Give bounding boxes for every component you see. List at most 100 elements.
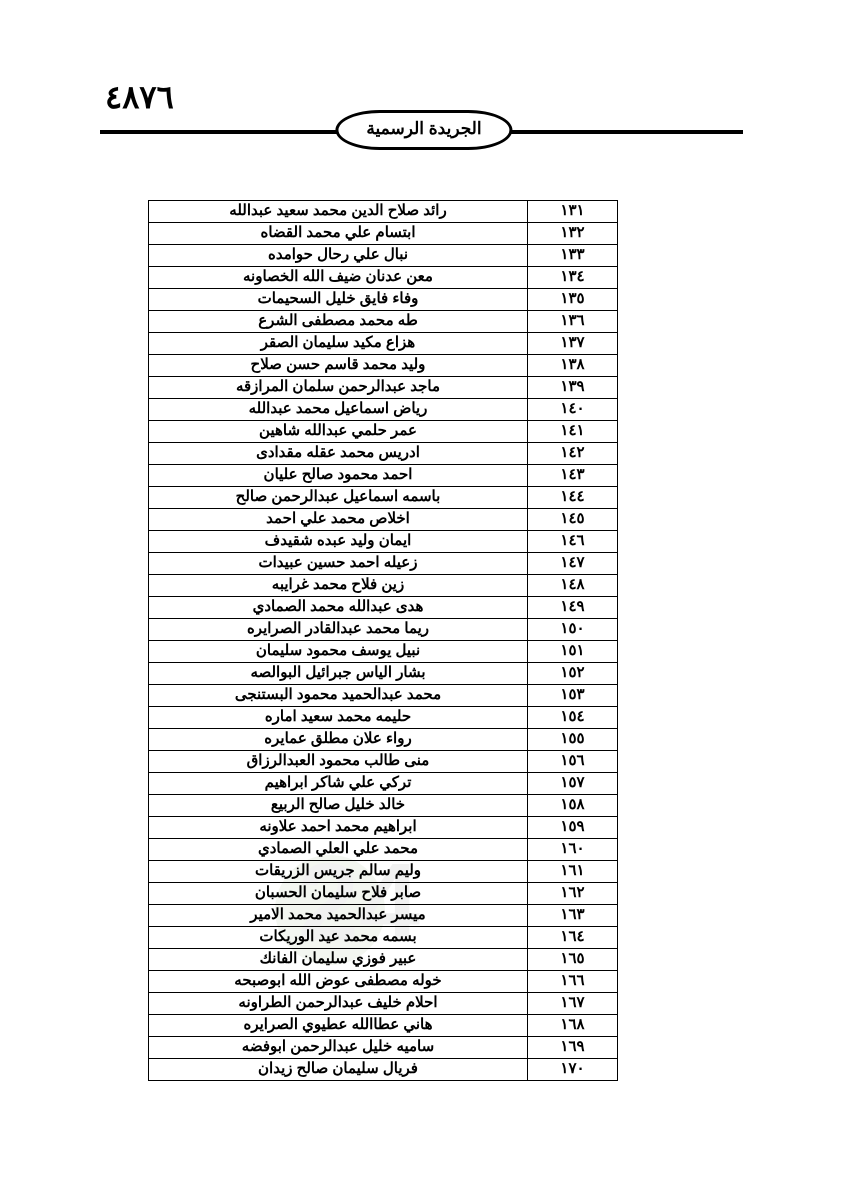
row-name: ابراهيم محمد احمد علاونه [149,817,528,839]
row-number: ١٤٥ [528,509,618,531]
table-row: ١٥٩ابراهيم محمد احمد علاونه [149,817,618,839]
table-row: ١٥١نبيل يوسف محمود سليمان [149,641,618,663]
row-name: طه محمد مصطفى الشرع [149,311,528,333]
table-row: ١٦١وليم سالم جريس الزريقات [149,861,618,883]
row-name: وليد محمد قاسم حسن صلاح [149,355,528,377]
table-row: ١٣٣نبال علي رحال حوامده [149,245,618,267]
row-name: زعيله احمد حسين عبيدات [149,553,528,575]
row-name: رياض اسماعيل محمد عبدالله [149,399,528,421]
table-row: ١٤٧زعيله احمد حسين عبيدات [149,553,618,575]
table-row: ١٦٤بسمه محمد عيد الوريكات [149,927,618,949]
table-row: ١٣٥وفاء فايق خليل السحيمات [149,289,618,311]
row-name: خوله مصطفى عوض الله ابوصبحه [149,971,528,993]
row-name: رواء علان مطلق عمايره [149,729,528,751]
row-number: ١٦٦ [528,971,618,993]
row-number: ١٣٨ [528,355,618,377]
row-number: ١٥٤ [528,707,618,729]
row-name: تركي علي شاكر ابراهيم [149,773,528,795]
row-name: ادريس محمد عقله مقدادى [149,443,528,465]
row-number: ١٦٨ [528,1015,618,1037]
row-number: ١٥٨ [528,795,618,817]
names-table: ١٣١رائد صلاح الدين محمد سعيد عبدالله١٣٢ا… [148,200,618,1081]
row-name: نبال علي رحال حوامده [149,245,528,267]
row-name: عمر حلمي عبدالله شاهين [149,421,528,443]
row-number: ١٦١ [528,861,618,883]
row-number: ١٦٤ [528,927,618,949]
row-name: رائد صلاح الدين محمد سعيد عبدالله [149,201,528,223]
row-name: احلام خليف عبدالرحمن الطراونه [149,993,528,1015]
row-number: ١٥٥ [528,729,618,751]
row-name: احمد محمود صالح عليان [149,465,528,487]
row-name: ميسر عبدالحميد محمد الامير [149,905,528,927]
row-number: ١٦٥ [528,949,618,971]
table-row: ١٣١رائد صلاح الدين محمد سعيد عبدالله [149,201,618,223]
row-number: ١٣٦ [528,311,618,333]
table-row: ١٦٧احلام خليف عبدالرحمن الطراونه [149,993,618,1015]
row-number: ١٣٣ [528,245,618,267]
row-name: نبيل يوسف محمود سليمان [149,641,528,663]
table-row: ١٤٣احمد محمود صالح عليان [149,465,618,487]
row-number: ١٣١ [528,201,618,223]
row-name: معن عدنان ضيف الله الخصاونه [149,267,528,289]
table-row: ١٥٨خالد خليل صالح الربيع [149,795,618,817]
table-row: ١٦٦خوله مصطفى عوض الله ابوصبحه [149,971,618,993]
table-row: ١٥٥رواء علان مطلق عمايره [149,729,618,751]
row-number: ١٤٤ [528,487,618,509]
row-number: ١٦٩ [528,1037,618,1059]
table-row: ١٧٠فريال سليمان صالح زيدان [149,1059,618,1081]
table-row: ١٦٥عبير فوزي سليمان الفانك [149,949,618,971]
table-row: ١٣٤معن عدنان ضيف الله الخصاونه [149,267,618,289]
table-row: ١٥٤حليمه محمد سعيد اماره [149,707,618,729]
table-row: ١٥٣محمد عبدالحميد محمود البستنجى [149,685,618,707]
table-row: ١٦٩ساميه خليل عبدالرحمن ابوفضه [149,1037,618,1059]
row-name: بسمه محمد عيد الوريكات [149,927,528,949]
table-row: ١٥٢بشار الياس جبرائيل البوالصه [149,663,618,685]
row-number: ١٥٦ [528,751,618,773]
row-number: ١٣٤ [528,267,618,289]
row-number: ١٤٩ [528,597,618,619]
table-row: ١٣٧هزاع مكيد سليمان الصقر [149,333,618,355]
row-name: ابتسام علي محمد القضاه [149,223,528,245]
names-table-container: ١٣١رائد صلاح الدين محمد سعيد عبدالله١٣٢ا… [148,200,618,1081]
table-row: ١٦٣ميسر عبدالحميد محمد الامير [149,905,618,927]
row-name: خالد خليل صالح الربيع [149,795,528,817]
row-number: ١٤٠ [528,399,618,421]
table-row: ١٤٩هدى عبدالله محمد الصمادي [149,597,618,619]
row-number: ١٤٢ [528,443,618,465]
table-row: ١٣٢ابتسام علي محمد القضاه [149,223,618,245]
row-number: ١٥٩ [528,817,618,839]
table-row: ١٥٠ريما محمد عبدالقادر الصرايره [149,619,618,641]
row-number: ١٤٧ [528,553,618,575]
table-row: ١٣٩ماجد عبدالرحمن سلمان المرازقه [149,377,618,399]
row-name: بشار الياس جبرائيل البوالصه [149,663,528,685]
row-number: ١٤٣ [528,465,618,487]
row-number: ١٣٢ [528,223,618,245]
table-row: ١٤٢ادريس محمد عقله مقدادى [149,443,618,465]
row-number: ١٦٣ [528,905,618,927]
row-name: هزاع مكيد سليمان الصقر [149,333,528,355]
row-name: محمد عبدالحميد محمود البستنجى [149,685,528,707]
row-number: ١٥٠ [528,619,618,641]
row-name: ايمان وليد عبده شقيدف [149,531,528,553]
row-name: اخلاص محمد علي احمد [149,509,528,531]
row-name: وفاء فايق خليل السحيمات [149,289,528,311]
table-row: ١٦٠محمد علي العلي الصمادي [149,839,618,861]
header-gazette-badge: الجريدة الرسمية [335,110,512,150]
table-row: ١٤٠رياض اسماعيل محمد عبدالله [149,399,618,421]
table-row: ١٦٢صابر فلاح سليمان الحسبان [149,883,618,905]
row-number: ١٧٠ [528,1059,618,1081]
row-number: ١٥٣ [528,685,618,707]
table-row: ١٣٨وليد محمد قاسم حسن صلاح [149,355,618,377]
row-name: محمد علي العلي الصمادي [149,839,528,861]
table-row: ١٥٦منى طالب محمود العبدالرزاق [149,751,618,773]
table-row: ١٤٥اخلاص محمد علي احمد [149,509,618,531]
table-row: ١٤١عمر حلمي عبدالله شاهين [149,421,618,443]
row-name: ماجد عبدالرحمن سلمان المرازقه [149,377,528,399]
table-row: ١٦٨هاني عطاالله عطيوي الصرايره [149,1015,618,1037]
row-name: حليمه محمد سعيد اماره [149,707,528,729]
row-name: وليم سالم جريس الزريقات [149,861,528,883]
row-name: باسمه اسماعيل عبدالرحمن صالح [149,487,528,509]
row-number: ١٦٢ [528,883,618,905]
row-name: زين فلاح محمد غرايبه [149,575,528,597]
row-name: ريما محمد عبدالقادر الصرايره [149,619,528,641]
